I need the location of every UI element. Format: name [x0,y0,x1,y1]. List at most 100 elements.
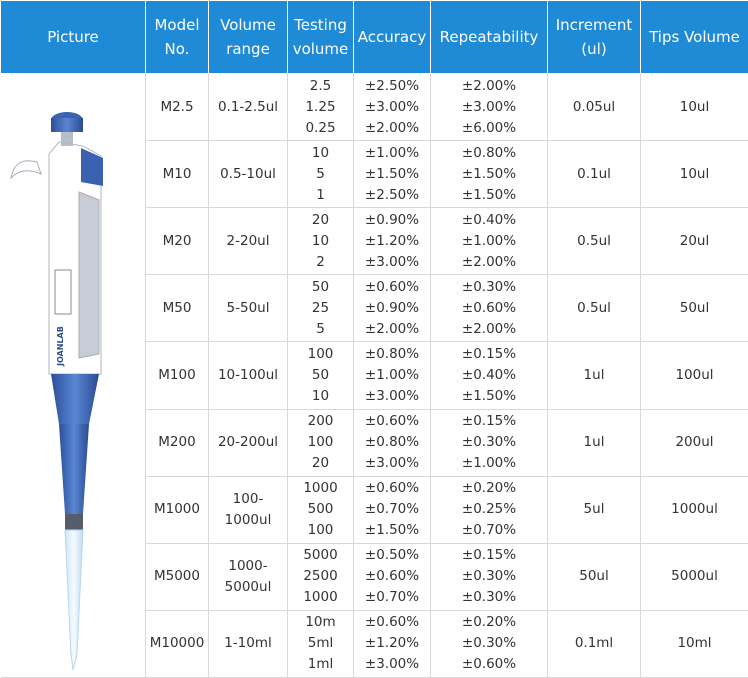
repeatability-value: ±0.30% [433,432,545,453]
accuracy-value: ±2.50% [356,185,428,206]
header-cell: Accuracy [354,1,431,74]
testing-value: 0.25 [290,118,351,139]
repeatability-value: ±0.40% [433,365,545,386]
repeatability-cell: ±0.80%±1.50%±1.50% [431,141,548,208]
accuracy-value: ±1.50% [356,164,428,185]
increment-cell: 5ul [548,476,641,543]
tips-cell: 20ul [641,208,748,275]
accuracy-value: ±3.00% [356,97,428,118]
model-cell: M20 [146,208,209,275]
accuracy-value: ±0.70% [356,499,428,520]
header-cell: Increment (ul) [548,1,641,74]
testing-value: 10 [290,143,351,164]
repeatability-value: ±0.40% [433,210,545,231]
testing-value: 100 [290,432,351,453]
accuracy-cell: ±0.60%±0.80%±3.00% [354,409,431,476]
accuracy-value: ±1.00% [356,365,428,386]
accuracy-value: ±0.50% [356,545,428,566]
model-cell: M1000 [146,476,209,543]
testing-value: 2500 [290,566,351,587]
repeatability-value: ±0.30% [433,587,545,608]
model-cell: M200 [146,409,209,476]
testing-value: 10 [290,386,351,407]
accuracy-value: ±0.60% [356,612,428,633]
testing-value: 1000 [290,478,351,499]
accuracy-value: ±3.00% [356,386,428,407]
model-cell: M10000 [146,610,209,677]
testing-value: 50 [290,365,351,386]
repeatability-value: ±1.00% [433,231,545,252]
accuracy-value: ±0.70% [356,587,428,608]
increment-cell: 0.5ul [548,208,641,275]
repeatability-value: ±2.00% [433,76,545,97]
testing-value: 5000 [290,545,351,566]
accuracy-value: ±3.00% [356,252,428,273]
accuracy-value: ±3.00% [356,453,428,474]
repeatability-value: ±2.00% [433,252,545,273]
repeatability-value: ±0.15% [433,344,545,365]
range-cell: 1-10ml [209,610,288,677]
accuracy-cell: ±0.60%±0.70%±1.50% [354,476,431,543]
header-cell: Tips Volume [641,1,748,74]
accuracy-cell: ±0.60%±1.20%±3.00% [354,610,431,677]
accuracy-value: ±2.50% [356,76,428,97]
tips-cell: 1000ul [641,476,748,543]
increment-cell: 1ul [548,409,641,476]
testing-value: 1 [290,185,351,206]
range-cell: 0.1-2.5ul [209,74,288,141]
model-cell: M10 [146,141,209,208]
tips-cell: 200ul [641,409,748,476]
repeatability-value: ±3.00% [433,97,545,118]
header-cell: Repeatability [431,1,548,74]
accuracy-cell: ±0.90%±1.20%±3.00% [354,208,431,275]
accuracy-value: ±0.60% [356,411,428,432]
header-cell: Picture [1,1,146,74]
repeatability-value: ±1.50% [433,185,545,206]
repeatability-value: ±0.30% [433,566,545,587]
testing-value: 1.25 [290,97,351,118]
testing-value: 2 [290,252,351,273]
tips-cell: 10ul [641,74,748,141]
increment-cell: 0.1ul [548,141,641,208]
accuracy-value: ±1.00% [356,143,428,164]
header-cell: Testing volume [288,1,354,74]
range-cell: 10-100ul [209,342,288,409]
testing-value: 100 [290,520,351,541]
brand-label: JOANLAB [56,326,65,367]
testing-value: 2.5 [290,76,351,97]
tips-cell: 50ul [641,275,748,342]
testing-value: 50 [290,277,351,298]
accuracy-cell: ±0.60%±0.90%±2.00% [354,275,431,342]
range-cell: 0.5-10ul [209,141,288,208]
testing-value: 100 [290,344,351,365]
range-cell: 1000-5000ul [209,543,288,610]
increment-cell: 0.5ul [548,275,641,342]
repeatability-value: ±0.70% [433,520,545,541]
tips-cell: 5000ul [641,543,748,610]
repeatability-value: ±1.00% [433,453,545,474]
repeatability-value: ±2.00% [433,319,545,340]
testing-value: 20 [290,210,351,231]
accuracy-value: ±2.00% [356,319,428,340]
accuracy-value: ±3.00% [356,654,428,675]
repeatability-cell: ±0.15%±0.30%±0.30% [431,543,548,610]
picture-cell: JOANLAB [1,74,146,678]
accuracy-value: ±1.50% [356,520,428,541]
testing-value: 25 [290,298,351,319]
range-cell: 5-50ul [209,275,288,342]
model-cell: M50 [146,275,209,342]
range-cell: 100-1000ul [209,476,288,543]
accuracy-value: ±0.90% [356,210,428,231]
repeatability-cell: ±0.20%±0.30%±0.60% [431,610,548,677]
increment-cell: 50ul [548,543,641,610]
repeatability-value: ±0.60% [433,654,545,675]
testing-value: 10m [290,612,351,633]
repeatability-value: ±6.00% [433,118,545,139]
